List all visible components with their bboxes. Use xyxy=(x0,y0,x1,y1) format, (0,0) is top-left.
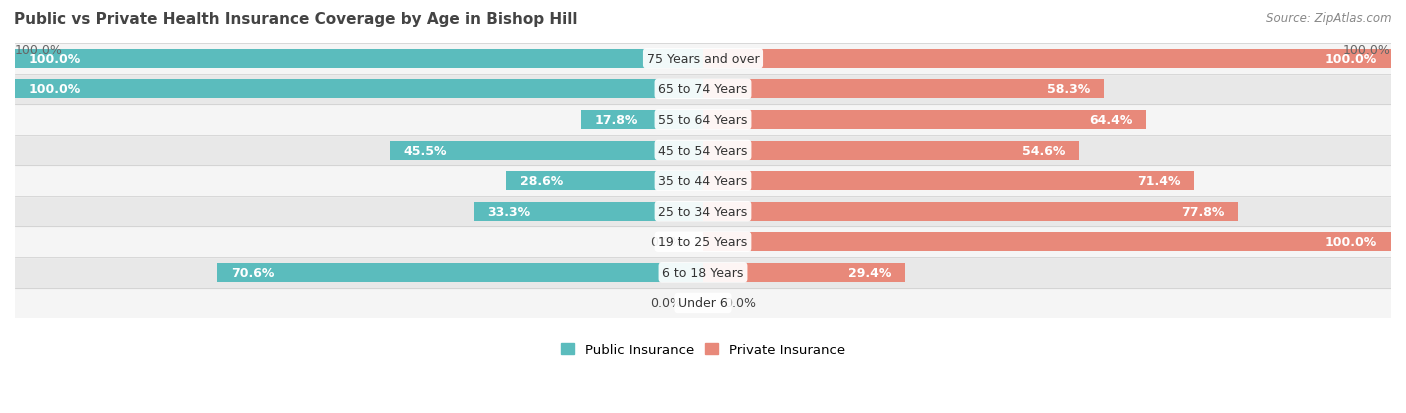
Bar xyxy=(474,202,703,221)
Bar xyxy=(703,50,1391,69)
Text: 45 to 54 Years: 45 to 54 Years xyxy=(658,144,748,157)
Text: 55 to 64 Years: 55 to 64 Years xyxy=(658,114,748,127)
Bar xyxy=(703,141,1078,160)
Bar xyxy=(15,74,1391,105)
Bar xyxy=(15,105,1391,135)
Text: 33.3%: 33.3% xyxy=(488,205,531,218)
Text: 0.0%: 0.0% xyxy=(724,297,755,310)
Text: 25 to 34 Years: 25 to 34 Years xyxy=(658,205,748,218)
Text: 35 to 44 Years: 35 to 44 Years xyxy=(658,175,748,188)
Bar xyxy=(15,50,703,69)
Text: 6 to 18 Years: 6 to 18 Years xyxy=(662,266,744,279)
Bar xyxy=(15,44,1391,74)
Bar xyxy=(15,227,1391,257)
Bar xyxy=(703,263,905,282)
Bar xyxy=(15,80,703,99)
Text: 58.3%: 58.3% xyxy=(1047,83,1090,96)
Text: 0.0%: 0.0% xyxy=(651,236,682,249)
Text: 19 to 25 Years: 19 to 25 Years xyxy=(658,236,748,249)
Text: Public vs Private Health Insurance Coverage by Age in Bishop Hill: Public vs Private Health Insurance Cover… xyxy=(14,12,578,27)
Text: 100.0%: 100.0% xyxy=(28,52,82,66)
Text: 100.0%: 100.0% xyxy=(28,83,82,96)
Text: 100.0%: 100.0% xyxy=(15,44,63,57)
Bar xyxy=(15,288,1391,318)
Bar xyxy=(703,202,1239,221)
Text: 70.6%: 70.6% xyxy=(231,266,274,279)
Text: 100.0%: 100.0% xyxy=(1324,236,1378,249)
Text: 71.4%: 71.4% xyxy=(1137,175,1181,188)
Text: 0.0%: 0.0% xyxy=(651,297,682,310)
Text: 28.6%: 28.6% xyxy=(520,175,564,188)
Bar xyxy=(15,197,1391,227)
Bar xyxy=(581,111,703,130)
Bar xyxy=(389,141,703,160)
Bar xyxy=(703,80,1104,99)
Text: 100.0%: 100.0% xyxy=(1324,52,1378,66)
Text: 54.6%: 54.6% xyxy=(1022,144,1064,157)
Text: 17.8%: 17.8% xyxy=(595,114,638,127)
Bar xyxy=(703,111,1146,130)
Text: Source: ZipAtlas.com: Source: ZipAtlas.com xyxy=(1267,12,1392,25)
Legend: Public Insurance, Private Insurance: Public Insurance, Private Insurance xyxy=(555,338,851,361)
Bar xyxy=(15,257,1391,288)
Text: 77.8%: 77.8% xyxy=(1181,205,1225,218)
Text: Under 6: Under 6 xyxy=(678,297,728,310)
Bar xyxy=(506,172,703,191)
Text: 45.5%: 45.5% xyxy=(404,144,447,157)
Text: 75 Years and over: 75 Years and over xyxy=(647,52,759,66)
Text: 65 to 74 Years: 65 to 74 Years xyxy=(658,83,748,96)
Bar xyxy=(15,166,1391,197)
Bar xyxy=(703,172,1194,191)
Bar xyxy=(15,135,1391,166)
Bar xyxy=(218,263,703,282)
Text: 64.4%: 64.4% xyxy=(1088,114,1132,127)
Text: 100.0%: 100.0% xyxy=(1343,44,1391,57)
Bar xyxy=(703,233,1391,252)
Text: 29.4%: 29.4% xyxy=(848,266,891,279)
